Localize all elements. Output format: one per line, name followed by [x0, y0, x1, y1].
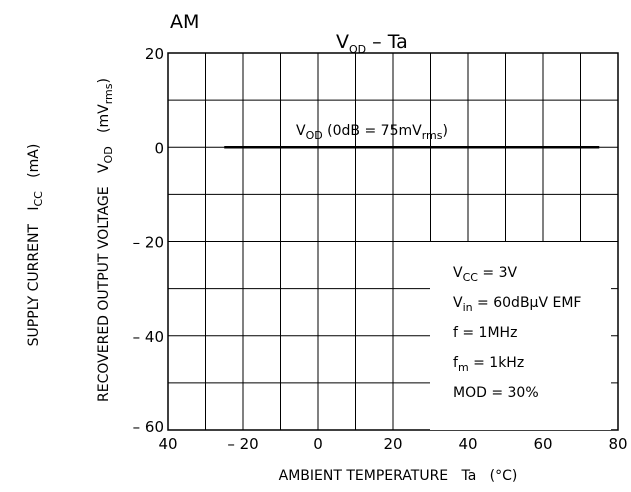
condition-line: f = 1MHz: [453, 325, 517, 341]
y-tick-label: – 40: [133, 328, 164, 346]
x-tick-label: – 20: [227, 435, 258, 453]
x-tick-label: 60: [533, 435, 552, 453]
y-tick-label: – 60: [133, 418, 164, 436]
x-tick-label: 0: [313, 435, 323, 453]
x-axis-label: AMBIENT TEMPERATURE Ta (°C): [279, 468, 518, 484]
section-label: AM: [170, 11, 199, 33]
y-tick-label: 0: [154, 139, 164, 157]
condition-line: fm = 1kHz: [453, 355, 524, 374]
series-label: VOD (0dB = 75mVrms): [296, 123, 448, 142]
y-tick-labels: 20 0 – 20 – 40 – 60: [133, 45, 164, 436]
x-tick-label: 40: [158, 435, 177, 453]
conditions-list: VCC = 3V Vin = 60dBμV EMF f = 1MHz fm = 1kH…: [453, 265, 581, 401]
condition-line: Vin = 60dBμV EMF: [453, 295, 581, 314]
conditions-box: [430, 242, 611, 430]
y-tick-label: – 20: [133, 234, 164, 252]
y-axis-label-outer: SUPPLY CURRENT ICC (mA): [26, 144, 45, 347]
condition-line: VCC = 3V: [453, 265, 517, 284]
x-tick-label: 80: [608, 435, 627, 453]
chart-title: VOD – Ta: [336, 31, 408, 56]
x-tick-label: 20: [383, 435, 402, 453]
x-tick-label: 40: [458, 435, 477, 453]
y-tick-label: 20: [145, 45, 164, 63]
x-tick-labels: 40 – 20 0 20 40 60 80: [158, 435, 627, 453]
y-axis-label-inner: RECOVERED OUTPUT VOLTAGE VOD (mVrms): [96, 78, 115, 402]
plot-frame: [167, 52, 619, 431]
condition-line: MOD = 30%: [453, 385, 539, 401]
